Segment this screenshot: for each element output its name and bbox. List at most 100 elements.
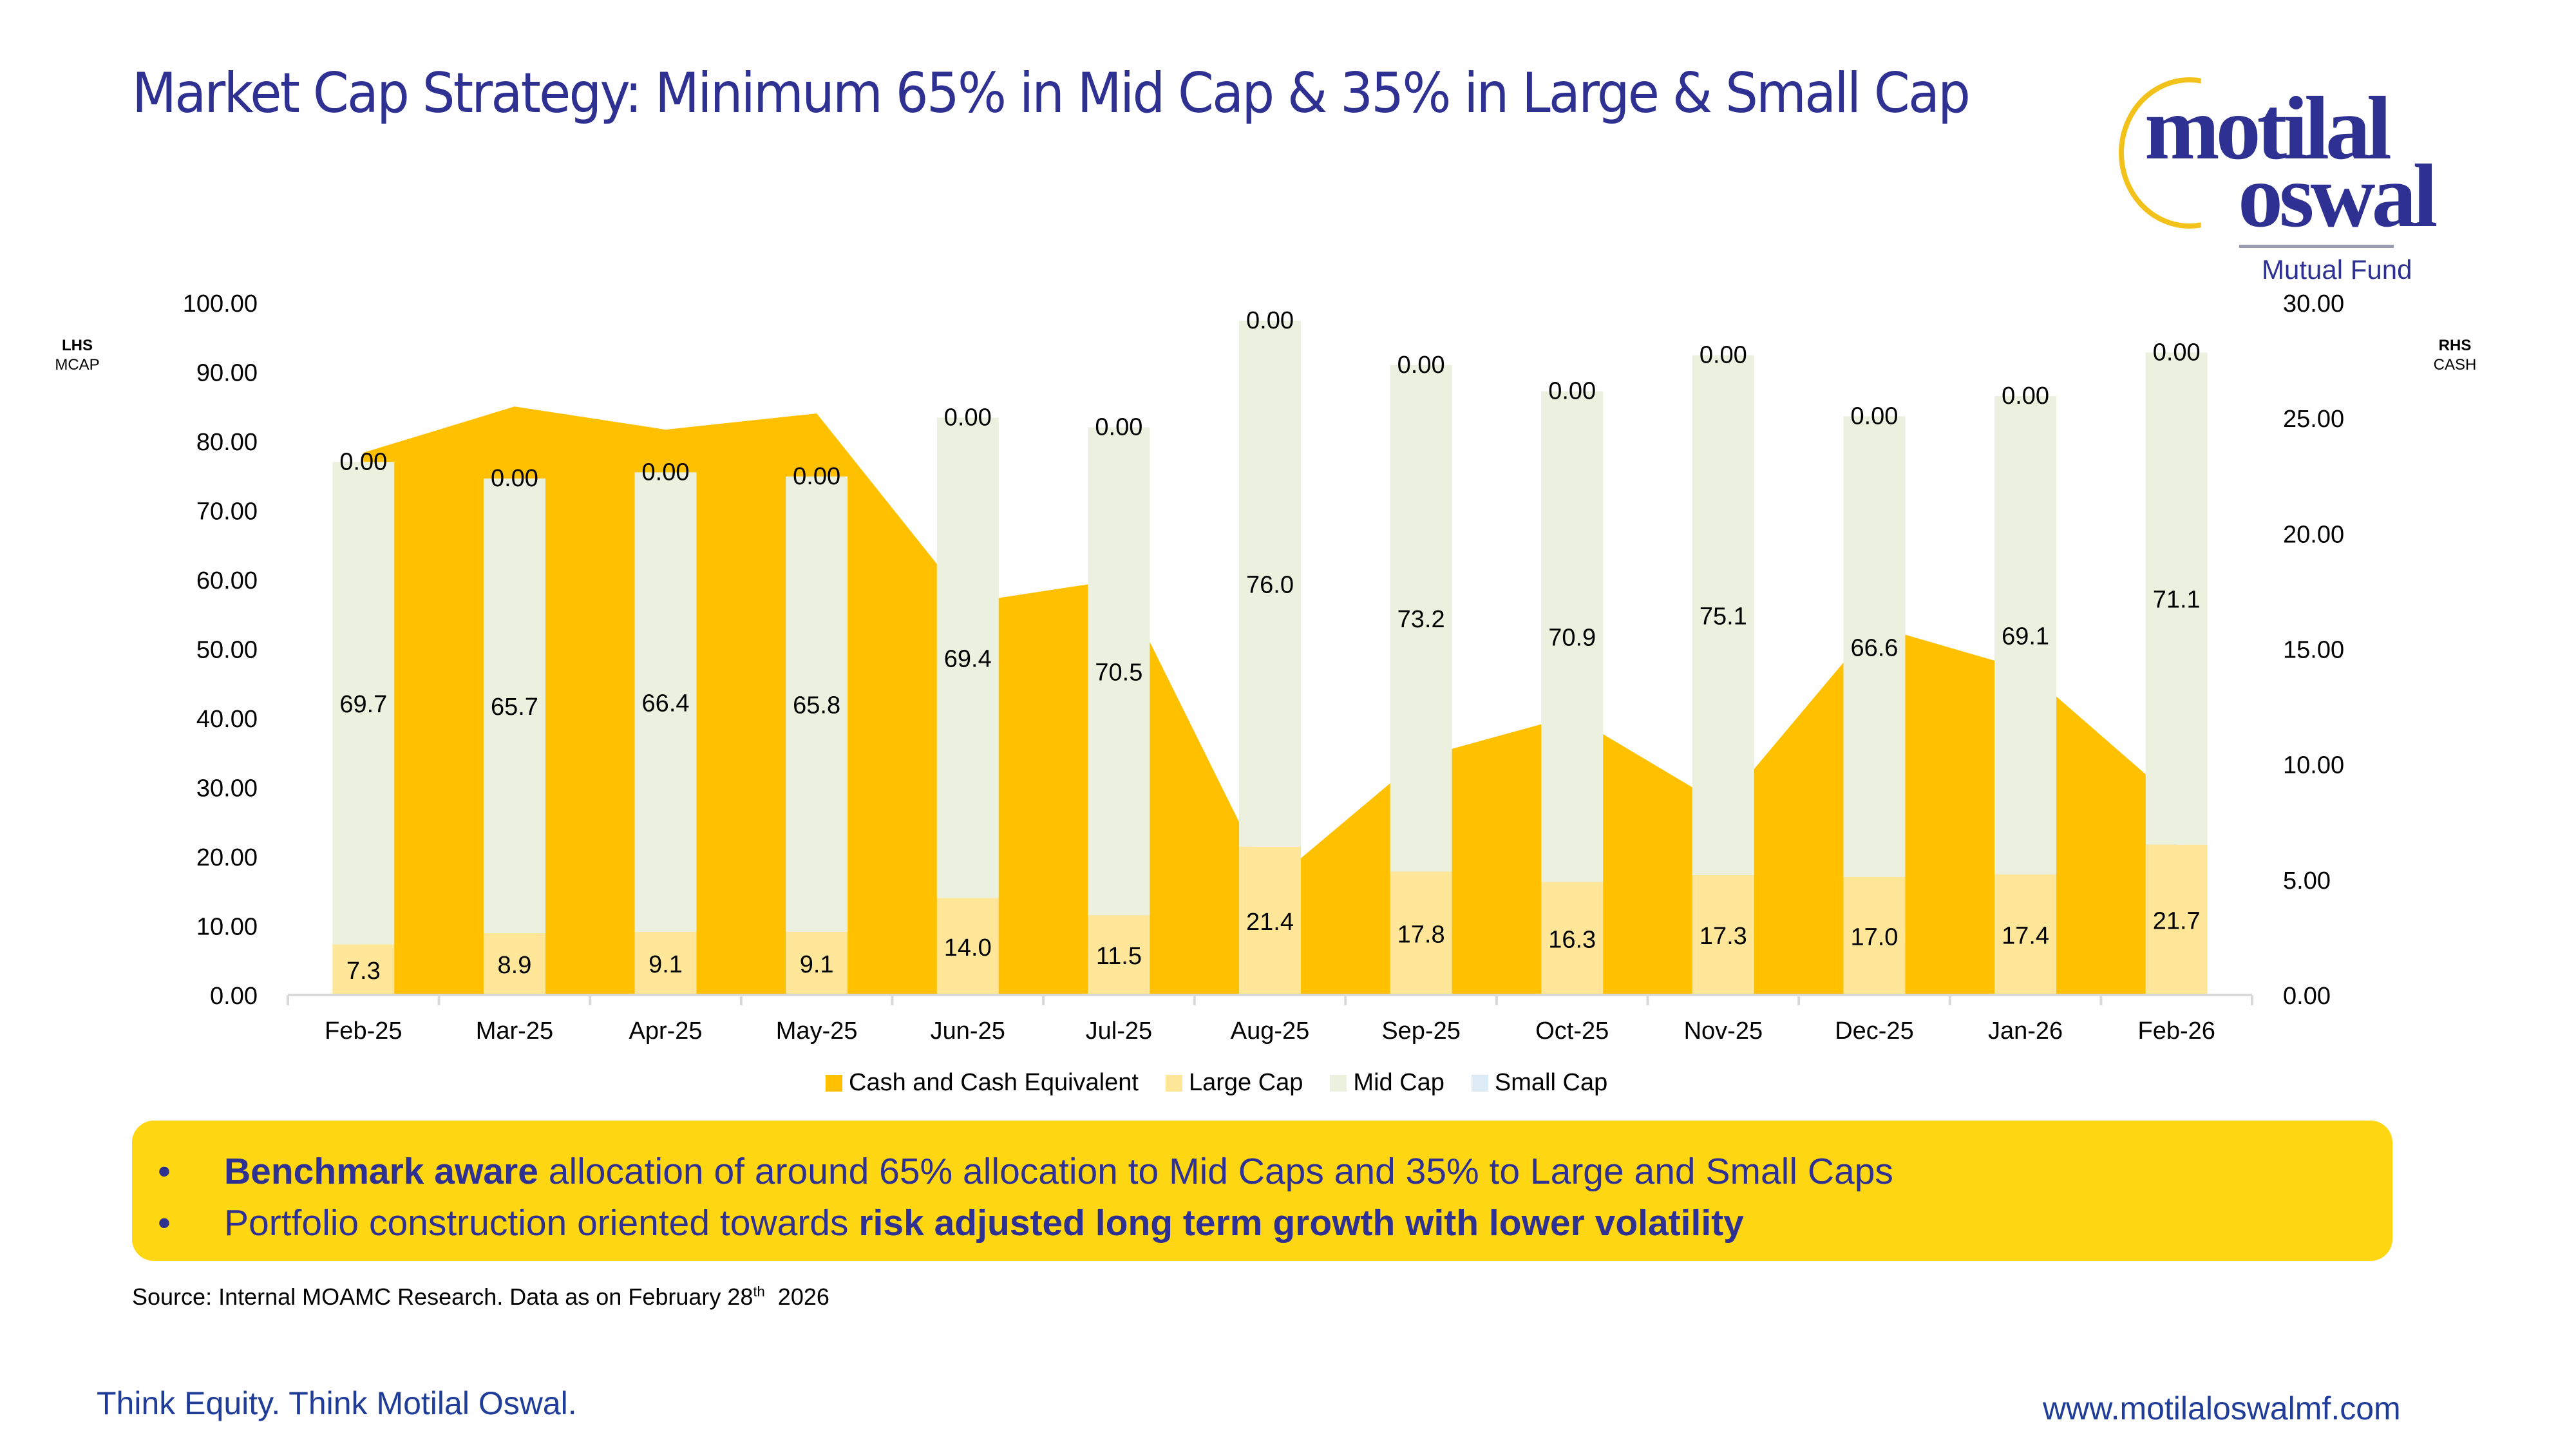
data-label-large-cap: 14.0 bbox=[944, 934, 992, 961]
y-left-tick-label: 80.00 bbox=[196, 429, 258, 456]
rhs-label: RHS bbox=[2438, 337, 2472, 354]
callout-item-bold-prefix: Benchmark aware bbox=[224, 1151, 538, 1192]
bar-large-cap bbox=[1843, 877, 1906, 995]
data-label-large-cap: 21.7 bbox=[2153, 907, 2201, 934]
bar-mid-cap bbox=[2145, 352, 2208, 845]
bar-mid-cap bbox=[332, 462, 395, 945]
y-left-tick-label: 50.00 bbox=[196, 637, 258, 664]
x-tick-label: Dec-25 bbox=[1835, 1018, 1914, 1045]
bar-large-cap bbox=[786, 932, 848, 995]
bullet-icon: • bbox=[158, 1202, 171, 1244]
bar-large-cap bbox=[1994, 874, 2057, 995]
data-label-mid-cap: 76.0 bbox=[1246, 571, 1294, 598]
source-tail: 2026 bbox=[764, 1283, 829, 1310]
x-tick-label: May-25 bbox=[776, 1018, 858, 1045]
data-label-small-cap: 0.00 bbox=[1095, 414, 1142, 441]
data-label-mid-cap: 69.1 bbox=[2002, 623, 2049, 650]
data-label-small-cap: 0.00 bbox=[2153, 339, 2201, 366]
motilal-oswal-logo: motilal oswal Mutual Fund bbox=[2119, 71, 2537, 285]
bar-mid-cap bbox=[786, 476, 848, 933]
bar-mid-cap bbox=[1692, 355, 1754, 876]
x-tick-label: Sep-25 bbox=[1381, 1018, 1461, 1045]
y-left-tick-label: 10.00 bbox=[196, 914, 258, 941]
data-label-mid-cap: 70.9 bbox=[1548, 625, 1596, 652]
y-right-tick-label: 25.00 bbox=[2283, 406, 2344, 433]
x-tick-label: Apr-25 bbox=[629, 1018, 703, 1045]
y-right-tick-label: 0.00 bbox=[2283, 983, 2331, 1010]
y-right-tick-label: 5.00 bbox=[2283, 867, 2331, 895]
x-tick-label: Aug-25 bbox=[1231, 1018, 1310, 1045]
bullet-icon: • bbox=[158, 1151, 171, 1192]
logo-text-oswal: oswal bbox=[2238, 146, 2438, 246]
data-label-large-cap: 9.1 bbox=[800, 951, 834, 978]
data-label-mid-cap: 69.4 bbox=[944, 645, 992, 672]
data-label-small-cap: 0.00 bbox=[793, 463, 840, 490]
y-right-tick-label: 10.00 bbox=[2283, 752, 2344, 779]
lhs-axis-note: LHS MCAP bbox=[52, 336, 103, 375]
footer-website-link[interactable]: www.motilaloswalmf.com bbox=[2043, 1390, 2401, 1426]
legend-item-cash: Cash and Cash Equivalent bbox=[826, 1069, 1139, 1097]
data-label-large-cap: 9.1 bbox=[649, 951, 683, 978]
data-label-mid-cap: 65.7 bbox=[491, 694, 538, 721]
y-left-tick-label: 60.00 bbox=[196, 567, 258, 594]
rhs-sub: CASH bbox=[2433, 356, 2477, 374]
y-left-tick-label: 40.00 bbox=[196, 706, 258, 733]
footer-tagline: Think Equity. Think Motilal Oswal. bbox=[97, 1385, 577, 1421]
callout-item-text: allocation of around 65% allocation to M… bbox=[538, 1151, 1893, 1192]
bar-large-cap bbox=[1390, 871, 1452, 995]
y-right-tick-label: 30.00 bbox=[2283, 290, 2344, 317]
bar-mid-cap bbox=[634, 472, 697, 933]
data-label-large-cap: 21.4 bbox=[1246, 909, 1294, 936]
bar-large-cap bbox=[2145, 844, 2208, 995]
key-points-callout: • Benchmark aware allocation of around 6… bbox=[132, 1121, 2392, 1261]
bar-large-cap bbox=[1239, 846, 1301, 995]
bar-large-cap bbox=[483, 933, 545, 995]
bars-layer bbox=[332, 320, 2208, 995]
data-label-small-cap: 0.00 bbox=[1397, 352, 1445, 379]
source-text: Source: Internal MOAMC Research. Data as… bbox=[132, 1283, 753, 1310]
data-label-large-cap: 8.9 bbox=[498, 952, 532, 979]
data-label-mid-cap: 69.7 bbox=[339, 691, 387, 718]
bar-large-cap bbox=[1692, 875, 1754, 995]
bar-mid-cap bbox=[1088, 427, 1150, 916]
bar-large-cap bbox=[936, 898, 999, 995]
data-label-mid-cap: 75.1 bbox=[1700, 603, 1747, 630]
page-title: Market Cap Strategy: Minimum 65% in Mid … bbox=[132, 61, 1971, 126]
data-label-large-cap: 7.3 bbox=[346, 958, 381, 985]
legend-item-large-cap: Large Cap bbox=[1165, 1069, 1303, 1097]
data-label-mid-cap: 65.8 bbox=[793, 692, 840, 719]
axes-layer: Feb-25 Mar-25 Apr-25 May-25 Jun-25 Jul-25 Aug-… bbox=[183, 290, 2344, 1045]
legend-label-cash: Cash and Cash Equivalent bbox=[849, 1069, 1139, 1096]
x-tick-label: Jan-26 bbox=[1988, 1018, 2063, 1045]
source-sup: th bbox=[753, 1283, 765, 1300]
data-label-mid-cap: 66.4 bbox=[642, 690, 690, 717]
x-tick-label: Nov-25 bbox=[1684, 1018, 1763, 1045]
bar-mid-cap bbox=[1843, 416, 1906, 878]
data-label-small-cap: 0.00 bbox=[1850, 402, 1898, 430]
lhs-label: LHS bbox=[62, 337, 93, 354]
data-label-mid-cap: 70.5 bbox=[1095, 659, 1142, 686]
chart-legend: Cash and Cash Equivalent Large Cap Mid C… bbox=[826, 1069, 1607, 1097]
y-left-tick-label: 0.00 bbox=[210, 983, 258, 1010]
data-label-mid-cap: 73.2 bbox=[1397, 606, 1445, 633]
data-label-small-cap: 0.00 bbox=[944, 404, 992, 431]
logo-text-mutual-fund: Mutual Fund bbox=[2262, 254, 2412, 285]
logo-divider bbox=[2239, 245, 2394, 248]
bar-mid-cap bbox=[1390, 365, 1452, 872]
bar-large-cap bbox=[1541, 882, 1604, 995]
data-label-small-cap: 0.00 bbox=[1246, 307, 1294, 334]
data-label-large-cap: 16.3 bbox=[1548, 926, 1596, 953]
bar-large-cap bbox=[332, 944, 395, 995]
rhs-axis-note: RHS CASH bbox=[2429, 336, 2481, 375]
callout-item: • Benchmark aware allocation of around 6… bbox=[158, 1146, 2392, 1198]
data-label-mid-cap: 71.1 bbox=[2153, 587, 2201, 614]
bar-mid-cap bbox=[483, 478, 545, 934]
data-label-small-cap: 0.00 bbox=[1700, 342, 1747, 369]
callout-item-text: Portfolio construction oriented towards bbox=[224, 1202, 859, 1244]
data-label-mid-cap: 66.6 bbox=[1850, 634, 1898, 661]
bar-mid-cap bbox=[1541, 391, 1604, 882]
callout-item: • Portfolio construction oriented toward… bbox=[158, 1198, 2392, 1249]
y-left-tick-label: 100.00 bbox=[183, 290, 258, 317]
x-tick-label: Mar-25 bbox=[476, 1018, 553, 1045]
lhs-sub: MCAP bbox=[55, 356, 100, 374]
